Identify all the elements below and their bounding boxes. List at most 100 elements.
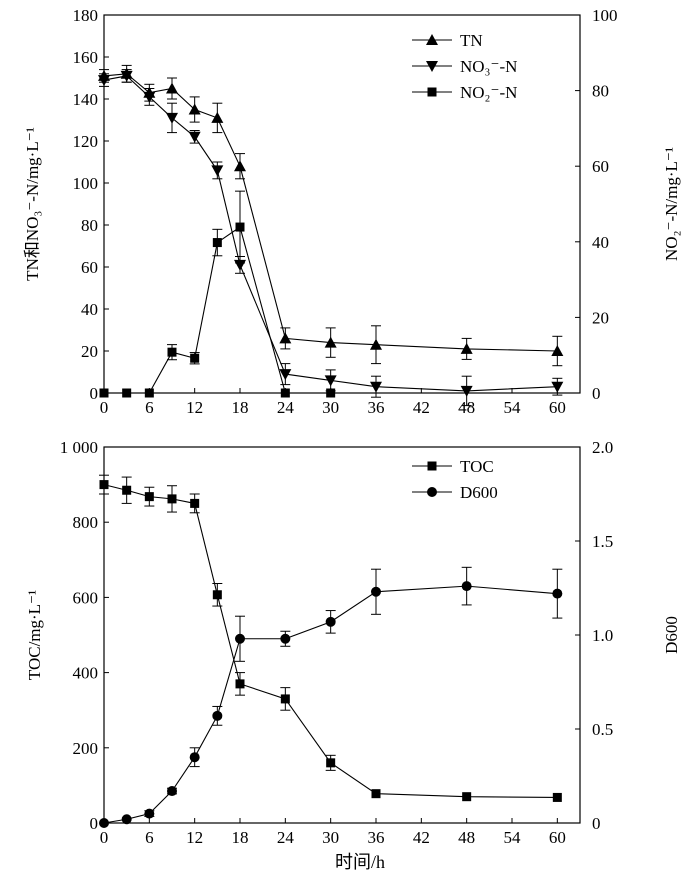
top-y-right-tick-label: 40 xyxy=(592,233,609,252)
bottom-y-right-tick-label: 2.0 xyxy=(592,438,613,457)
top-series-1-point xyxy=(166,112,178,124)
bottom-series-0-point xyxy=(235,679,245,689)
bottom-y-left-tick-label: 0 xyxy=(90,814,99,833)
bottom-x-tick-label: 0 xyxy=(100,828,109,847)
bottom-series-1-point xyxy=(461,581,472,592)
bottom-y-right-tick-label: 0.5 xyxy=(592,720,613,739)
top-x-tick-label: 60 xyxy=(549,398,566,417)
top-series-1-point xyxy=(370,381,382,393)
top-y-left-tick-label: 20 xyxy=(81,342,98,361)
top-x-tick-label: 36 xyxy=(368,398,385,417)
bottom-x-tick-label: 36 xyxy=(368,828,385,847)
top-x-tick-label: 12 xyxy=(186,398,203,417)
bottom-series-0-point xyxy=(212,590,222,600)
bottom-y-right-tick-label: 1.0 xyxy=(592,626,613,645)
top-series-0-point xyxy=(166,82,178,94)
bottom-x-tick-label: 48 xyxy=(458,828,475,847)
chart-top: 0 6 12 18 24 30 36 42 48 54 60 0 20 40 60 80 100 120 140 16… xyxy=(23,6,681,417)
top-series-0-point xyxy=(460,342,473,354)
top-y-right-tick-label: 20 xyxy=(592,308,609,327)
top-series-2-point xyxy=(235,222,245,232)
top-series-1-point xyxy=(211,165,224,177)
bottom-y-left-tick-label: 800 xyxy=(73,513,99,532)
top-x-tick-label: 30 xyxy=(322,398,339,417)
top-series-0-point xyxy=(188,103,201,115)
bottom-x-tick-label: 24 xyxy=(277,828,295,847)
bottom-x-tick-label: 54 xyxy=(504,828,522,847)
bottom-series-0-point xyxy=(190,498,200,508)
top-y-right-tick-label: 60 xyxy=(592,157,609,176)
bottom-x-tick-label: 42 xyxy=(413,828,430,847)
top-y-left-tick-label: 160 xyxy=(73,48,99,67)
bottom-series-1-legend-marker xyxy=(427,487,437,497)
top-x-tick-label: 48 xyxy=(458,398,475,417)
bottom-x-tick-label: 6 xyxy=(145,828,154,847)
top-series-1-legend-label: NO₃⁻-N xyxy=(460,57,517,76)
top-series-0-point xyxy=(551,345,564,356)
bottom-series-0-point xyxy=(122,485,132,495)
bottom-x-tick-label: 18 xyxy=(232,828,249,847)
bottom-legend: TOC D600 xyxy=(412,457,498,502)
top-series-2-point xyxy=(190,353,200,363)
bottom-plot-frame xyxy=(103,446,581,824)
top-series-2-point xyxy=(212,238,222,248)
bottom-series-0-point xyxy=(99,480,109,490)
top-x-tick-label: 42 xyxy=(413,398,430,417)
top-series-2-legend-marker xyxy=(427,87,437,97)
top-plot-frame xyxy=(103,14,581,394)
bottom-y-left-tick-label: 1 000 xyxy=(60,438,98,457)
bottom-series-0-point xyxy=(144,492,154,502)
bottom-series-1-point xyxy=(99,818,109,828)
top-series-1-point xyxy=(98,75,110,87)
top-y-left-tick-label: 40 xyxy=(81,300,98,319)
top-y-right-tick-label: 80 xyxy=(592,82,609,101)
top-series-0-point xyxy=(324,336,337,348)
bottom-series-1-point xyxy=(212,710,223,721)
bottom-series-1-point xyxy=(189,752,200,763)
bottom-series-0-point xyxy=(280,694,290,704)
top-series-0-line xyxy=(103,73,558,352)
top-series-1-point xyxy=(188,131,201,143)
top-legend: TN NO₃⁻-N NO₂⁻-N xyxy=(412,31,517,102)
top-series-2-point xyxy=(144,388,154,398)
top-series-0-point xyxy=(234,160,246,172)
top-marks: 0 6 12 18 24 30 36 42 48 54 60 0 20 40 60 80 100 120 140 16… xyxy=(73,6,618,417)
bottom-x-tick-label: 30 xyxy=(322,828,339,847)
top-series-0-point xyxy=(211,111,224,123)
top-ylabel-right: NO₂⁻-N/mg·L⁻¹ xyxy=(662,147,681,261)
top-y-right-tick-label: 100 xyxy=(592,6,618,25)
top-series-0-point xyxy=(279,332,292,344)
bottom-series-1-point xyxy=(167,786,177,797)
bottom-series-1-point xyxy=(144,808,155,819)
top-x-tick-label: 6 xyxy=(145,398,154,417)
bottom-series-0-point xyxy=(552,792,562,802)
bottom-xlabel: 时间/h xyxy=(335,852,385,872)
top-x-tick-label: 54 xyxy=(504,398,522,417)
bottom-ylabel-right: D600 xyxy=(662,616,681,654)
bottom-series-0-point xyxy=(371,789,381,799)
bottom-series-0-point xyxy=(167,494,177,504)
top-y-left-tick-label: 100 xyxy=(73,174,99,193)
top-y-left-tick-label: 120 xyxy=(73,132,99,151)
top-ylabel-left: TN和NO₃⁻-N/mg·L⁻¹ xyxy=(23,127,42,281)
top-y-left-tick-label: 60 xyxy=(81,258,98,277)
top-y-right-tick-label: 0 xyxy=(592,384,601,403)
bottom-series-1-point xyxy=(552,588,563,599)
top-series-2-legend-label: NO₂⁻-N xyxy=(460,83,517,102)
top-series-2-point xyxy=(280,388,290,398)
top-series-1-point xyxy=(143,91,156,103)
bottom-y-right-tick-label: 1.5 xyxy=(592,532,613,551)
top-series-2-point xyxy=(99,388,109,398)
top-series-0-legend-marker xyxy=(426,34,438,45)
bottom-series-1-point xyxy=(121,814,132,825)
bottom-series-0-point xyxy=(326,758,336,768)
bottom-series-1-point xyxy=(235,633,245,644)
top-series-0-point xyxy=(370,338,382,350)
top-y-left-tick-label: 0 xyxy=(90,384,99,403)
top-series-1-legend-marker xyxy=(426,61,438,72)
top-series-2-point xyxy=(326,388,336,398)
top-series-1-point xyxy=(551,381,564,393)
top-x-tick-label: 18 xyxy=(232,398,249,417)
